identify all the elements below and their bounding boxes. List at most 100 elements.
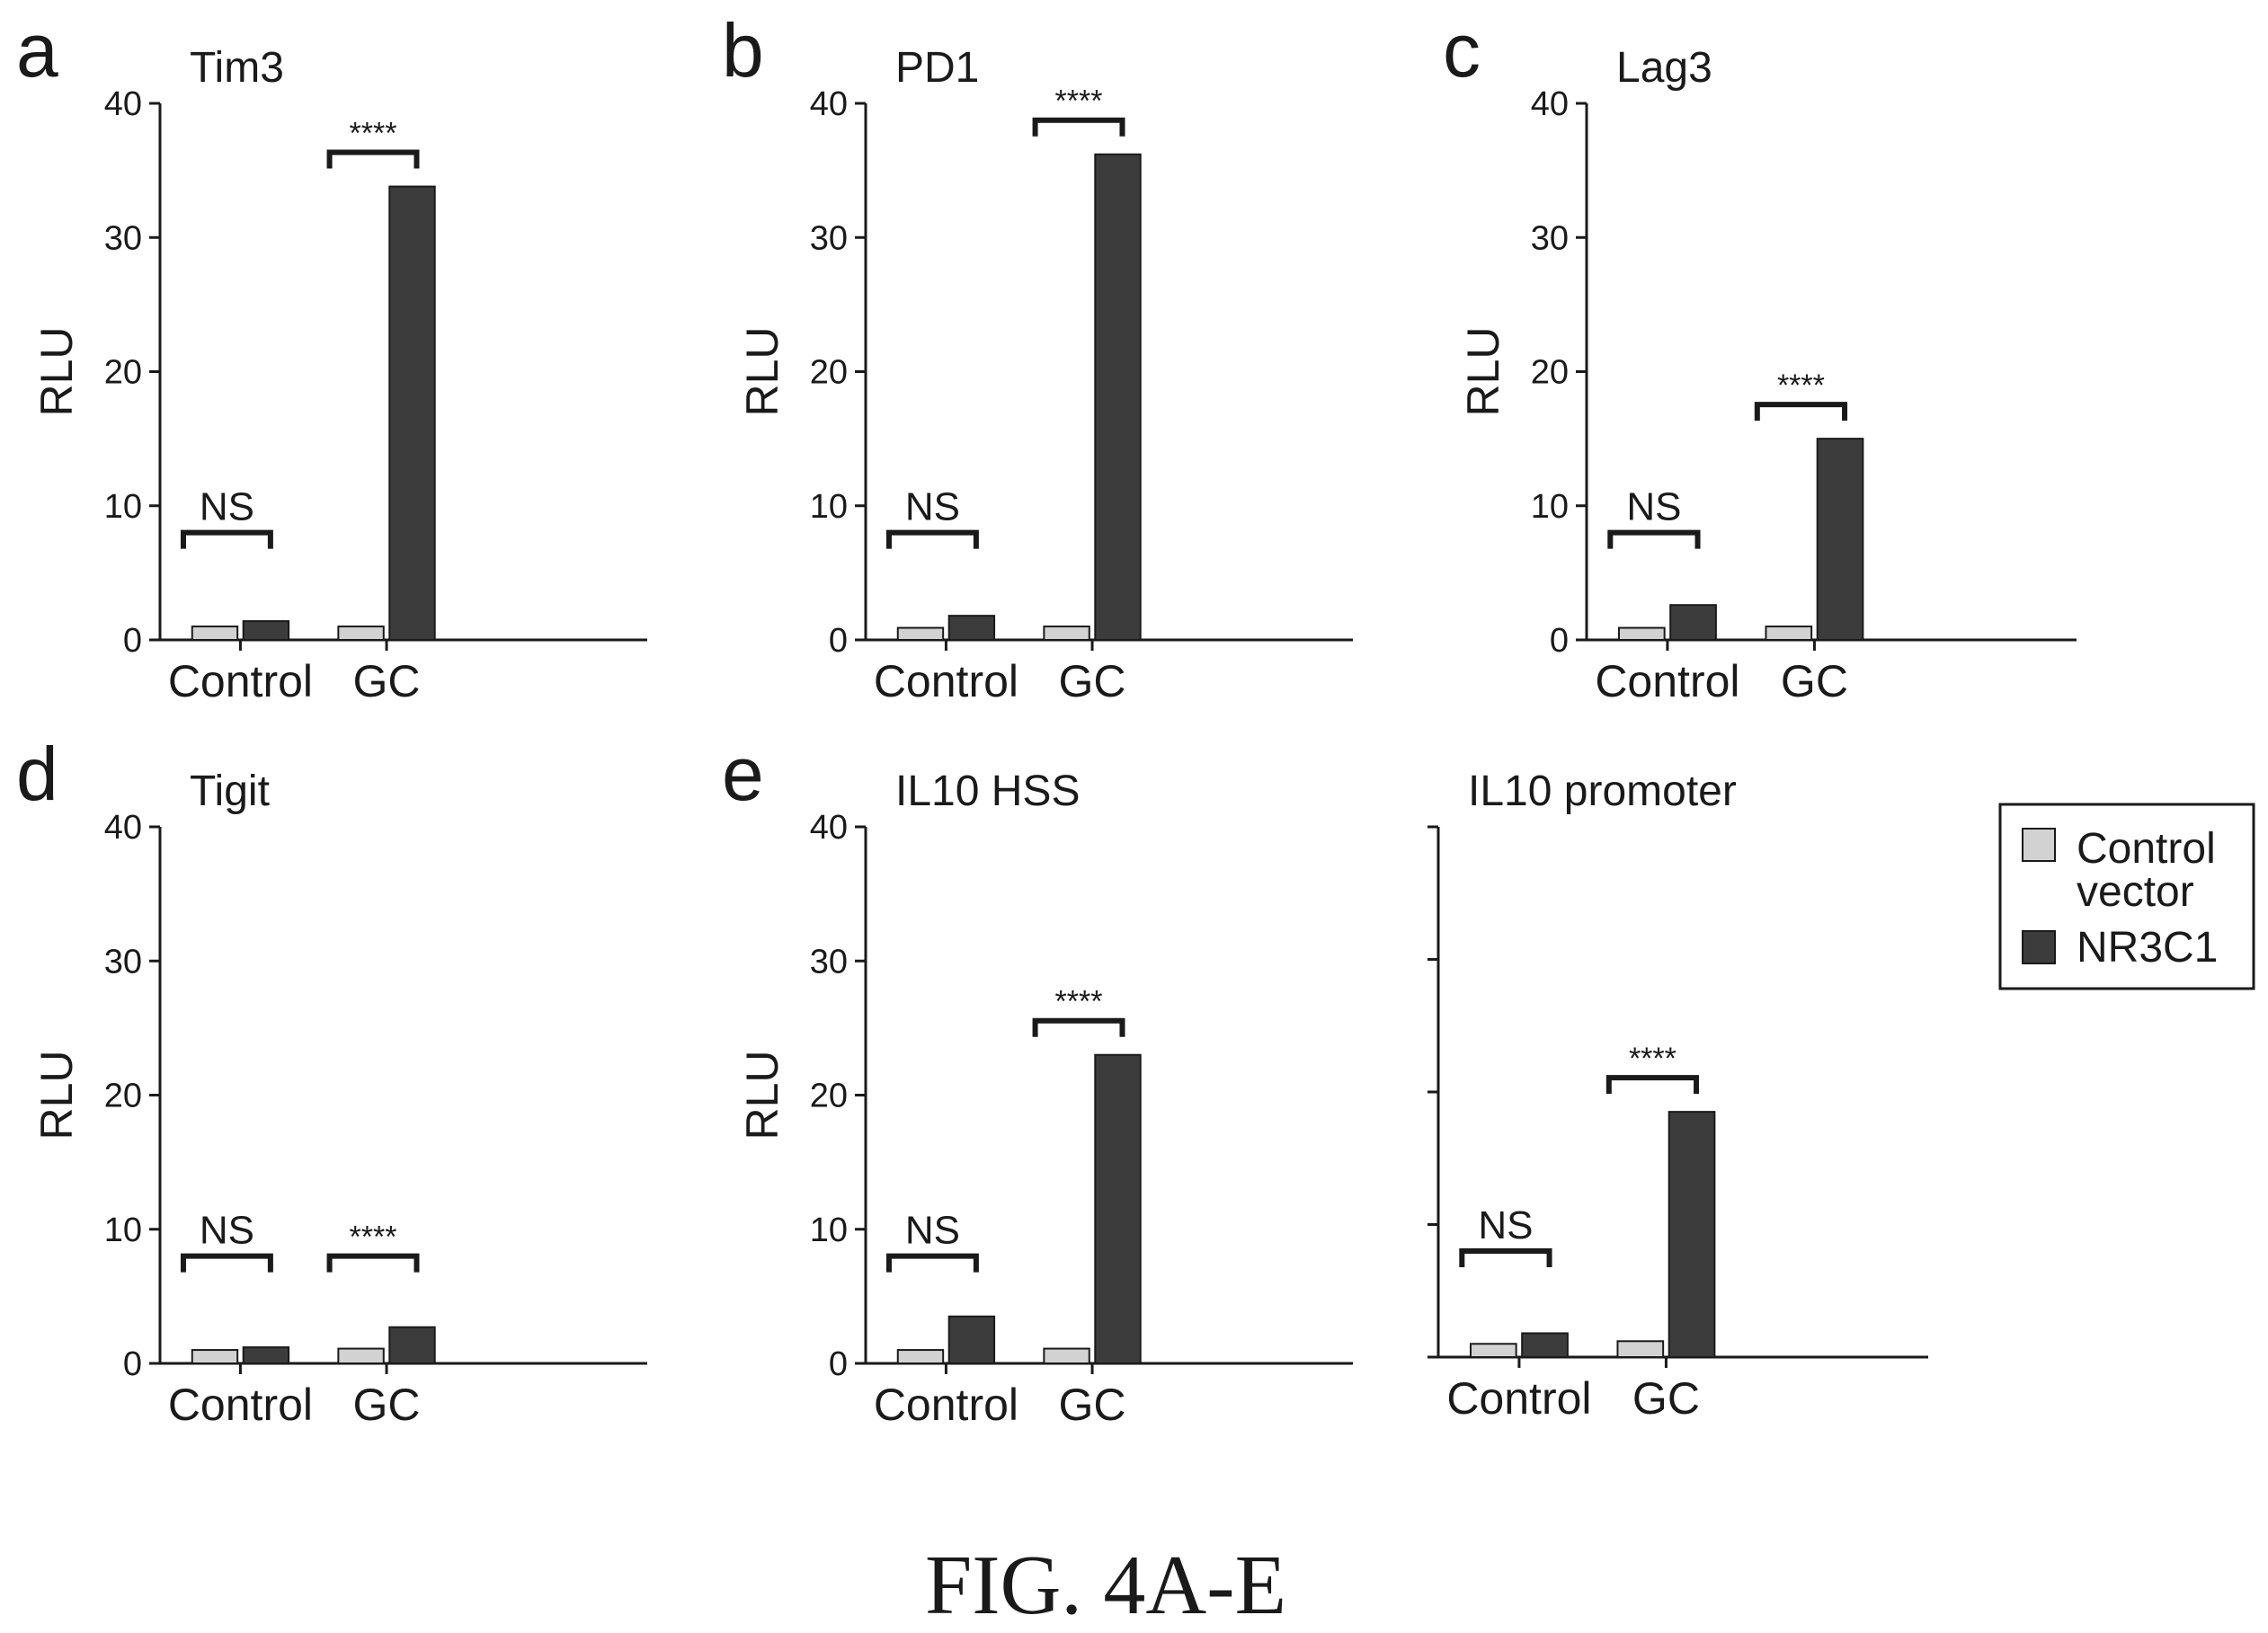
bar-nr3c1 (242, 1346, 290, 1364)
y-axis-label: RLU (31, 326, 82, 416)
y-tick-label: 30 (1531, 219, 1569, 257)
y-tick-label: 40 (1531, 85, 1569, 123)
y-axis-label: RLU (31, 1050, 82, 1140)
bar-control-vector (1616, 1340, 1665, 1359)
significance-ns: NS (200, 1209, 254, 1253)
y-tick-label: 0 (123, 1345, 142, 1383)
significance-ns: NS (200, 485, 254, 529)
x-tick-label: GC (353, 1380, 421, 1430)
y-axis-label: RLU (1458, 326, 1508, 416)
y-tick-label: 20 (1531, 354, 1569, 392)
significance-stars: **** (1777, 368, 1825, 403)
x-tick-label: Control (1595, 656, 1739, 706)
y-tick-label: 0 (829, 1345, 848, 1383)
significance-bracket (1754, 402, 1848, 422)
bar-control-vector (1043, 1347, 1090, 1365)
y-tick-label: 10 (810, 1211, 848, 1249)
y-tick-label: 40 (810, 809, 848, 847)
x-tick-label: GC (1059, 656, 1126, 706)
bar-nr3c1 (1094, 1053, 1142, 1364)
panel-title: Tim3 (190, 44, 284, 92)
bar-nr3c1 (1521, 1332, 1569, 1358)
y-tick-label: 20 (104, 1078, 142, 1115)
bar-nr3c1 (388, 1326, 436, 1365)
significance-bracket (180, 1253, 273, 1273)
bar-nr3c1 (242, 620, 290, 641)
significance-stars: **** (350, 117, 397, 151)
bar-nr3c1 (1816, 438, 1864, 641)
panel-title: Tigit (190, 768, 270, 815)
significance-stars: **** (1055, 985, 1103, 1019)
significance-bracket (1607, 529, 1701, 549)
bar-control-vector (191, 1349, 239, 1364)
panel-letter: d (16, 732, 58, 816)
panel-title: Lag3 (1616, 44, 1712, 92)
y-tick-label: 10 (104, 488, 142, 526)
significance-bracket (326, 149, 420, 169)
bar-control-vector (1469, 1343, 1517, 1358)
bar-nr3c1 (947, 615, 996, 642)
significance-stars: **** (1629, 1042, 1677, 1076)
chart-panel-2: b PD1 RLU 0 10 20 30 40 Control NS GC **** (722, 8, 1353, 706)
significance-ns: NS (905, 1209, 960, 1253)
chart-panel-1: a Tim3 RLU 0 10 20 30 40 Control NS GC **** (16, 8, 647, 706)
significance-bracket (1032, 1017, 1125, 1037)
legend-swatch-nr3c1 (2022, 930, 2056, 964)
chart-panel-5: e IL10 HSS RLU 0 10 20 30 40 Control NS GC **** (722, 732, 1353, 1430)
bar-nr3c1 (947, 1315, 996, 1364)
y-tick-label: 30 (104, 943, 142, 981)
significance-ns: NS (1478, 1203, 1533, 1247)
x-tick-label: GC (1059, 1380, 1126, 1430)
chart-panel-6: IL10 promoter Control NS GC **** (1428, 768, 1928, 1424)
bar-nr3c1 (388, 185, 436, 641)
x-tick-label: Control (874, 656, 1018, 706)
significance-bracket (1459, 1248, 1552, 1267)
x-tick-label: Control (168, 1380, 313, 1430)
legend-label: Control (2077, 825, 2216, 873)
significance-ns: NS (905, 485, 960, 529)
y-tick-label: 40 (104, 85, 142, 123)
panel-title: PD1 (895, 44, 979, 92)
panel-letter: c (1443, 8, 1481, 93)
y-tick-label: 10 (810, 488, 848, 526)
bar-control-vector (337, 626, 385, 642)
chart-panel-3: c Lag3 RLU 0 10 20 30 40 Control NS GC **** (1443, 8, 2077, 706)
x-tick-label: GC (1781, 656, 1848, 706)
y-tick-label: 10 (1531, 488, 1569, 526)
significance-bracket (1605, 1075, 1700, 1095)
x-tick-label: Control (874, 1380, 1018, 1430)
bar-control-vector (191, 626, 239, 642)
y-tick-label: 0 (829, 622, 848, 660)
panel-title: IL10 HSS (895, 768, 1080, 815)
y-tick-label: 40 (104, 809, 142, 847)
y-tick-label: 0 (1550, 622, 1569, 660)
legend-label: NR3C1 (2077, 924, 2218, 972)
bar-nr3c1 (1094, 153, 1142, 641)
x-tick-label: Control (168, 656, 313, 706)
significance-bracket (885, 1253, 979, 1273)
panel-letter: b (722, 8, 764, 93)
bar-nr3c1 (1668, 1111, 1716, 1358)
bar-control-vector (896, 626, 945, 642)
y-tick-label: 30 (104, 219, 142, 257)
panel-title: IL10 promoter (1468, 768, 1737, 815)
significance-bracket (885, 529, 979, 549)
legend-swatch-control-vector (2022, 828, 2056, 862)
bar-control-vector (896, 1349, 945, 1364)
y-tick-label: 10 (104, 1211, 142, 1249)
significance-bracket (326, 1253, 420, 1273)
significance-ns: NS (1626, 485, 1681, 529)
legend-label: vector (2077, 868, 2194, 916)
y-tick-label: 30 (810, 943, 848, 981)
y-tick-label: 20 (810, 354, 848, 392)
bar-control-vector (1617, 626, 1666, 642)
bar-control-vector (337, 1347, 385, 1365)
bar-control-vector (1043, 626, 1090, 642)
y-tick-label: 0 (123, 622, 142, 660)
y-tick-label: 40 (810, 85, 848, 123)
significance-bracket (180, 529, 273, 549)
y-tick-label: 20 (104, 354, 142, 392)
significance-stars: **** (350, 1220, 397, 1255)
